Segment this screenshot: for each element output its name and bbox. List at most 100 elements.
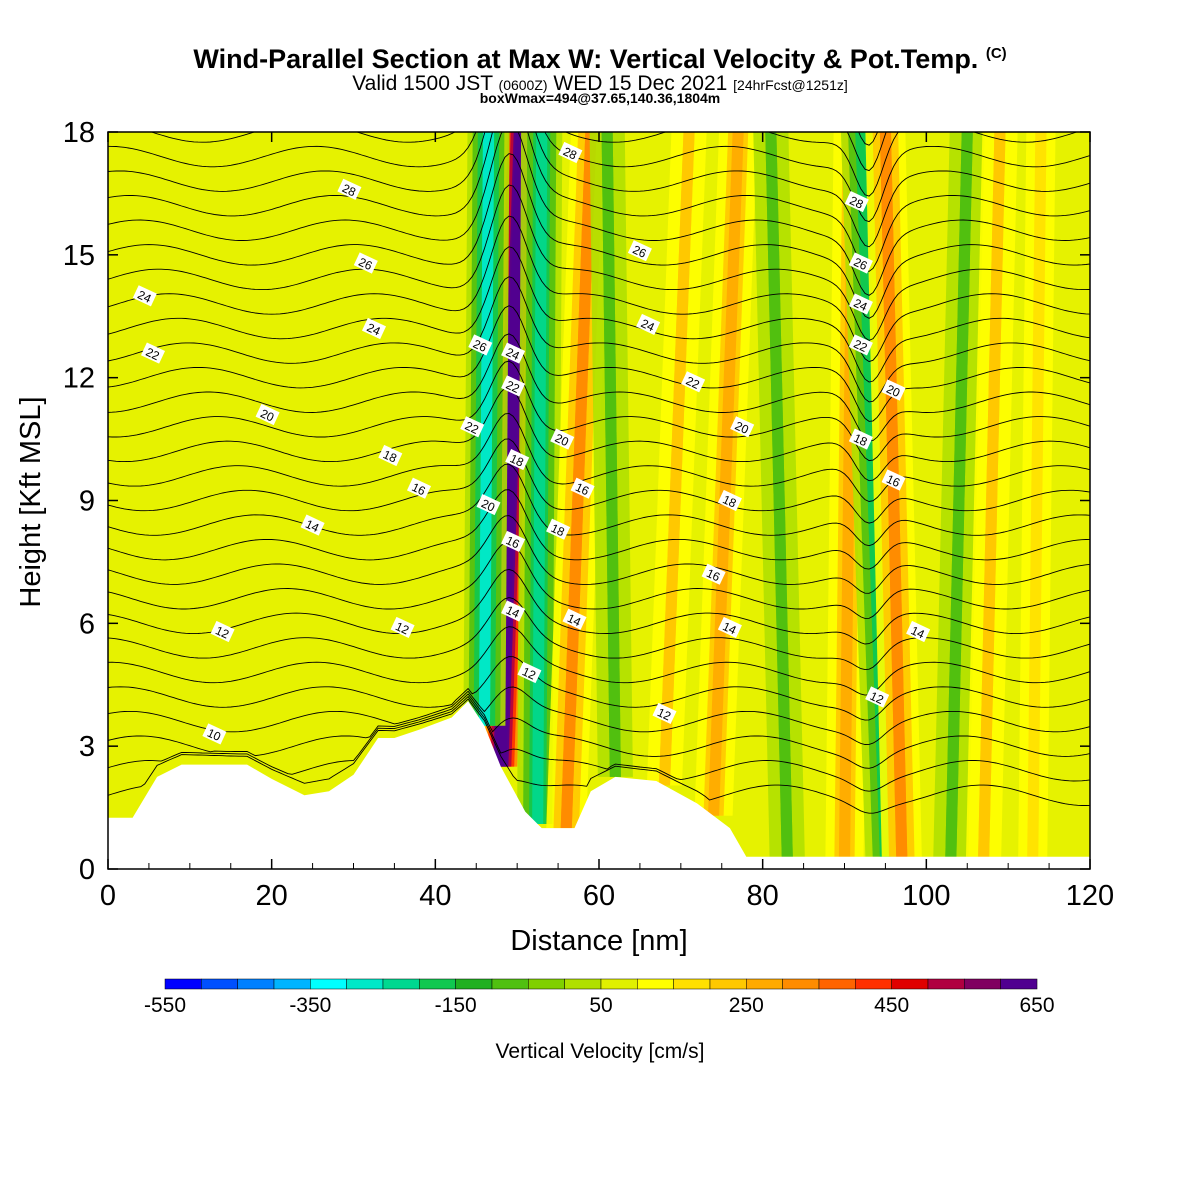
contour-label-bg — [558, 141, 583, 164]
contour-label: 24 — [501, 342, 526, 364]
contour-label-text: 16 — [704, 566, 722, 584]
colorbar-swatch — [455, 978, 493, 990]
w-band-12 — [966, 132, 1018, 857]
theta-contour — [108, 132, 1090, 223]
theta-contour — [108, 132, 1090, 296]
contour-label-bg — [132, 285, 157, 307]
x-axis-label: Distance [nm] — [510, 925, 687, 957]
chart-title: Wind-Parallel Section at Max W: Vertical… — [0, 44, 1200, 75]
theta-contour — [108, 463, 1090, 547]
valid-zulu: (0600Z) — [498, 77, 548, 93]
theta-contour — [108, 305, 1090, 422]
contour-label-text: 28 — [340, 181, 358, 199]
colorbar-swatch — [419, 978, 456, 990]
colorbar-tick-label: 50 — [589, 994, 612, 1017]
contour-label-text: 22 — [463, 419, 481, 437]
colorbar-swatch — [782, 978, 820, 990]
theta-contour — [108, 626, 1090, 696]
colorbar-swatch — [564, 978, 602, 990]
contour-label-text: 12 — [213, 623, 231, 641]
contour-label: 18 — [505, 449, 530, 471]
contour-label: 12 — [652, 702, 677, 724]
contour-label-bg — [501, 375, 526, 397]
theta-contour — [108, 412, 1090, 502]
w-band-5 — [646, 132, 707, 786]
contour-label-text: 24 — [639, 316, 657, 334]
contour-label: 24 — [848, 293, 873, 315]
colorbar-swatch — [528, 978, 565, 990]
contour-label-text: 22 — [684, 374, 702, 392]
contour-label-text: 14 — [720, 619, 738, 637]
colorbar-tick-label: -150 — [435, 994, 477, 1017]
contour-label-bg — [501, 530, 526, 552]
contour-label-text: 22 — [851, 337, 869, 355]
contour-label: 14 — [501, 600, 526, 622]
contour-label-bg — [300, 514, 325, 536]
w-band-level — [658, 132, 695, 786]
contour-label: 18 — [378, 444, 403, 467]
theta-contour — [108, 215, 1090, 363]
contour-label: 14 — [300, 514, 325, 536]
colorbar-swatch — [891, 978, 929, 990]
colorbar-swatch — [273, 978, 311, 990]
valid-date: WED 15 Dec 2021 — [553, 72, 728, 95]
x-tick-label: 60 — [583, 880, 615, 912]
contour-label-bg — [865, 686, 890, 708]
colorbar-tick-label: 250 — [729, 994, 764, 1017]
copyright-mark: (C) — [985, 45, 1007, 62]
contour-label: 20 — [550, 428, 575, 450]
contour-label: 12 — [210, 620, 235, 643]
theta-contour — [108, 246, 1090, 383]
contour-label: 20 — [730, 416, 755, 438]
theta-contour — [108, 541, 1090, 619]
chart-subtitle: Valid 1500 JST (0600Z) WED 15 Dec 2021 [… — [0, 72, 1200, 96]
theta-contour — [108, 597, 1090, 671]
contour-label: 18 — [546, 518, 571, 540]
contour-label-text: 18 — [508, 451, 526, 469]
contour-label-text: 14 — [909, 623, 927, 641]
colorbar: -550 -350 -150 50 250 450 650 — [144, 978, 1055, 1017]
theta-contour — [108, 568, 1090, 645]
contour-label-bg — [255, 403, 280, 426]
theta-contour — [108, 132, 1090, 248]
colorbar-swatch — [1000, 978, 1038, 990]
theta-contour — [108, 153, 1090, 319]
contour-label-bg — [550, 428, 575, 450]
contour-label: 12 — [390, 616, 415, 638]
theta-contour — [108, 693, 1090, 769]
contour-label-text: 12 — [868, 689, 886, 707]
contour-label-text: 20 — [479, 496, 497, 514]
contour-label: 28 — [558, 141, 583, 164]
contour-label: 26 — [627, 240, 652, 262]
colorbar-swatch — [855, 978, 892, 990]
contour-label-text: 24 — [365, 320, 383, 338]
contour-label: 16 — [501, 530, 526, 552]
contour-label-bg — [468, 334, 493, 356]
contour-label-bg — [501, 600, 526, 622]
colorbar-swatch — [600, 978, 638, 990]
contour-label-bg — [848, 293, 873, 315]
w-band-10 — [865, 132, 922, 857]
contour-label-text: 18 — [720, 492, 738, 510]
y-tick-label: 18 — [63, 117, 95, 149]
colorbar-tick-label: -350 — [289, 994, 331, 1017]
contour-label-bg — [681, 371, 706, 393]
contour-label: 22 — [501, 375, 526, 397]
contour-label: 16 — [701, 563, 726, 585]
contour-label-text: 18 — [549, 521, 567, 539]
contour-label: 26 — [848, 252, 873, 274]
contour-label-bg — [627, 240, 652, 262]
y-tick-label: 3 — [79, 731, 95, 763]
contour-label-bg — [337, 178, 362, 200]
colorbar-tick-label: -550 — [144, 994, 186, 1017]
contour-label-text: 18 — [381, 447, 399, 465]
x-tick-label: 120 — [1066, 880, 1114, 912]
contour-label-bg — [406, 477, 432, 499]
w-band-level — [978, 132, 1006, 857]
contour-label-bg — [202, 723, 227, 745]
w-band-13 — [1018, 132, 1056, 857]
contour-label-bg — [140, 342, 166, 364]
contour-label-text: 26 — [630, 242, 648, 260]
y-axis-label: Height [Kft MSL] — [15, 396, 47, 607]
contour-label: 22 — [848, 334, 873, 356]
